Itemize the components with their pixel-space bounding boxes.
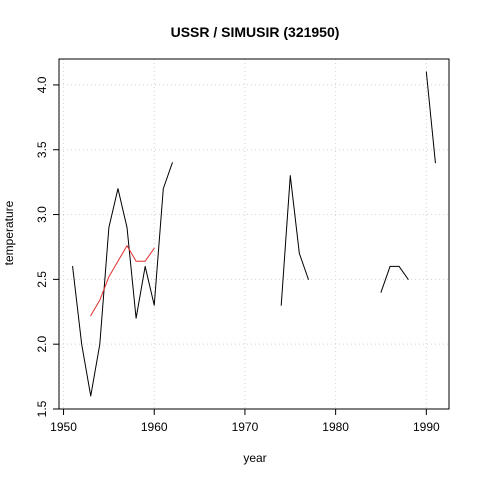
y-tick-label: 3.0 (35, 206, 49, 223)
series-0-line-segment-0 (72, 162, 173, 397)
series-0-line-segment-2 (380, 265, 409, 293)
x-tick-label: 1950 (50, 420, 77, 434)
y-tick-label: 2.5 (35, 271, 49, 288)
x-tick-label: 1960 (141, 420, 168, 434)
chart-title: USSR / SIMUSIR (321950) (171, 24, 340, 40)
y-tick-label: 4.0 (35, 76, 49, 93)
x-tick-label: 1990 (413, 420, 440, 434)
series-0-line-segment-3 (425, 71, 436, 164)
plot-area (58, 58, 450, 410)
y-tick-label: 3.5 (35, 141, 49, 158)
y-tick-label: 1.5 (35, 400, 49, 417)
x-tick-label: 1980 (322, 420, 349, 434)
series-0 (72, 71, 436, 397)
x-axis-label: year (243, 451, 266, 465)
axes-layer: 1950 1960 1970 1980 1990 1.5 2.0 2.5 3.0 3.5 4.0 (35, 76, 440, 434)
series-layer (72, 71, 436, 397)
grid-layer (59, 59, 449, 410)
series-1-line-segment-0 (90, 245, 155, 317)
x-tick-label: 1970 (232, 420, 259, 434)
series-1 (90, 245, 155, 317)
series-0-line-segment-1 (280, 175, 309, 306)
y-axis-label: temperature (2, 200, 16, 265)
y-tick-label: 2.0 (35, 336, 49, 353)
